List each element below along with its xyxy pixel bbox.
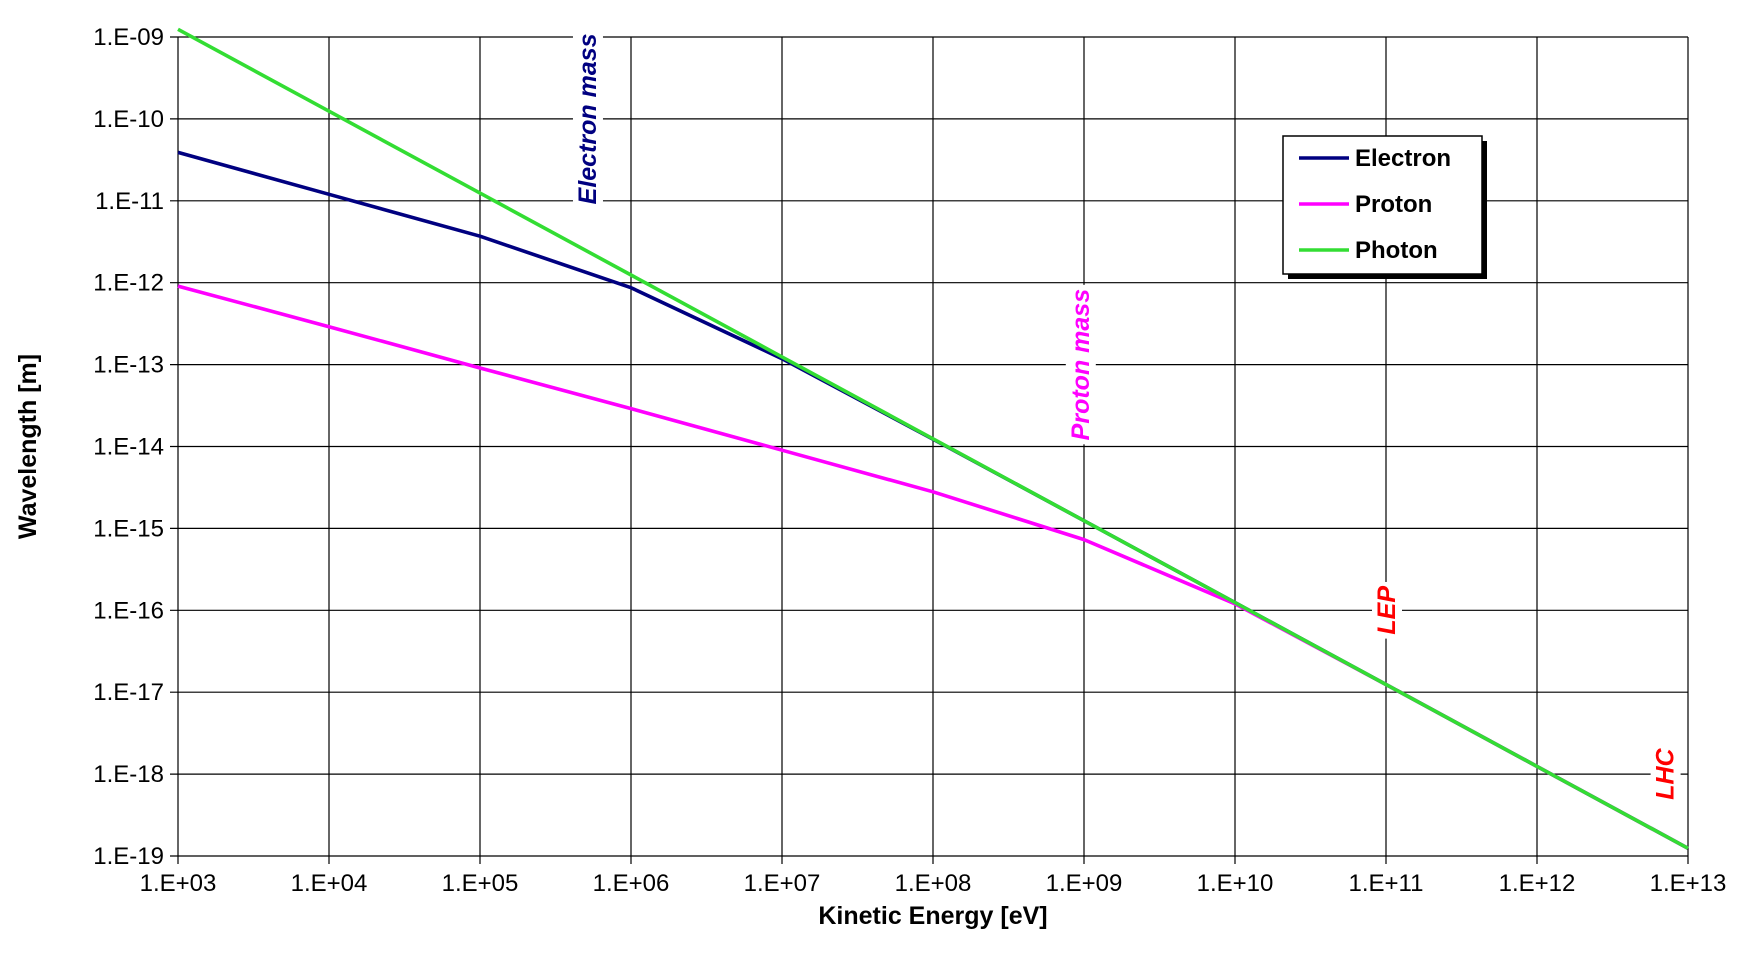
series-line-photon: [177, 27, 1689, 850]
x-tick-label: 1.E+03: [140, 870, 217, 897]
series-lines: [177, 27, 1689, 850]
x-tick-label: 1.E+09: [1046, 870, 1123, 897]
annotation-background: [572, 29, 603, 209]
legend-label: Proton: [1355, 191, 1432, 218]
x-tick-label: 1.E+08: [895, 870, 972, 897]
legend-item: Proton: [1299, 191, 1432, 218]
x-tick-label: 1.E+06: [593, 870, 670, 897]
y-tick-label: 1.E-16: [93, 597, 164, 624]
x-axis-title: Kinetic Energy [eV]: [818, 902, 1047, 930]
x-tick-labels: 1.E+03 1.E+04 1.E+05 1.E+06 1.E+07 1.E+08 1.E+…: [140, 870, 1727, 897]
x-tick-label: 1.E+05: [442, 870, 519, 897]
annotation: Electron mass: [572, 29, 603, 209]
y-tick-label: 1.E-19: [93, 843, 164, 870]
annotation-text: Proton mass: [1067, 289, 1095, 441]
x-tick-label: 1.E+12: [1499, 870, 1576, 897]
x-tick-label: 1.E+07: [744, 870, 821, 897]
legend-item: Electron: [1299, 145, 1451, 172]
y-tick-label: 1.E-12: [93, 270, 164, 297]
legend-item: Photon: [1299, 237, 1438, 264]
x-tick-label: 1.E+11: [1349, 870, 1424, 897]
annotation-background: [1650, 744, 1681, 804]
annotation-text: LEP: [1373, 586, 1401, 635]
annotation: Proton mass: [1065, 284, 1096, 445]
annotation-background: [1372, 581, 1402, 639]
x-tick-label: 1.E+10: [1197, 870, 1274, 897]
y-tick-label: 1.E-17: [93, 679, 164, 706]
y-tick-label: 1.E-11: [95, 188, 164, 215]
y-tick-label: 1.E-10: [93, 106, 164, 133]
annotations: Electron mass Proton mass LEP LHC: [572, 29, 1681, 804]
y-tick-label: 1.E-13: [93, 352, 164, 379]
legend: Electron Proton Photon: [1282, 135, 1487, 279]
y-tick-label: 1.E-18: [93, 761, 164, 788]
x-tick-label: 1.E+04: [291, 870, 368, 897]
legend-label: Photon: [1355, 237, 1438, 264]
annotation: LHC: [1650, 744, 1681, 804]
legend-label: Electron: [1355, 145, 1451, 172]
annotation-text: LHC: [1652, 747, 1680, 799]
y-axis-title: Wavelength [m]: [14, 354, 42, 539]
x-tick-label: 1.E+13: [1650, 870, 1727, 897]
annotation-background: [1065, 284, 1096, 445]
y-tick-label: 1.E-15: [93, 515, 164, 542]
annotation: LEP: [1372, 581, 1402, 639]
y-tick-label: 1.E-09: [93, 24, 164, 51]
y-tick-labels: 1.E-09 1.E-10 1.E-11 1.E-12 1.E-13 1.E-14 1.E-…: [93, 24, 164, 870]
y-tick-label: 1.E-14: [93, 434, 164, 461]
annotation-text: Electron mass: [574, 33, 602, 204]
